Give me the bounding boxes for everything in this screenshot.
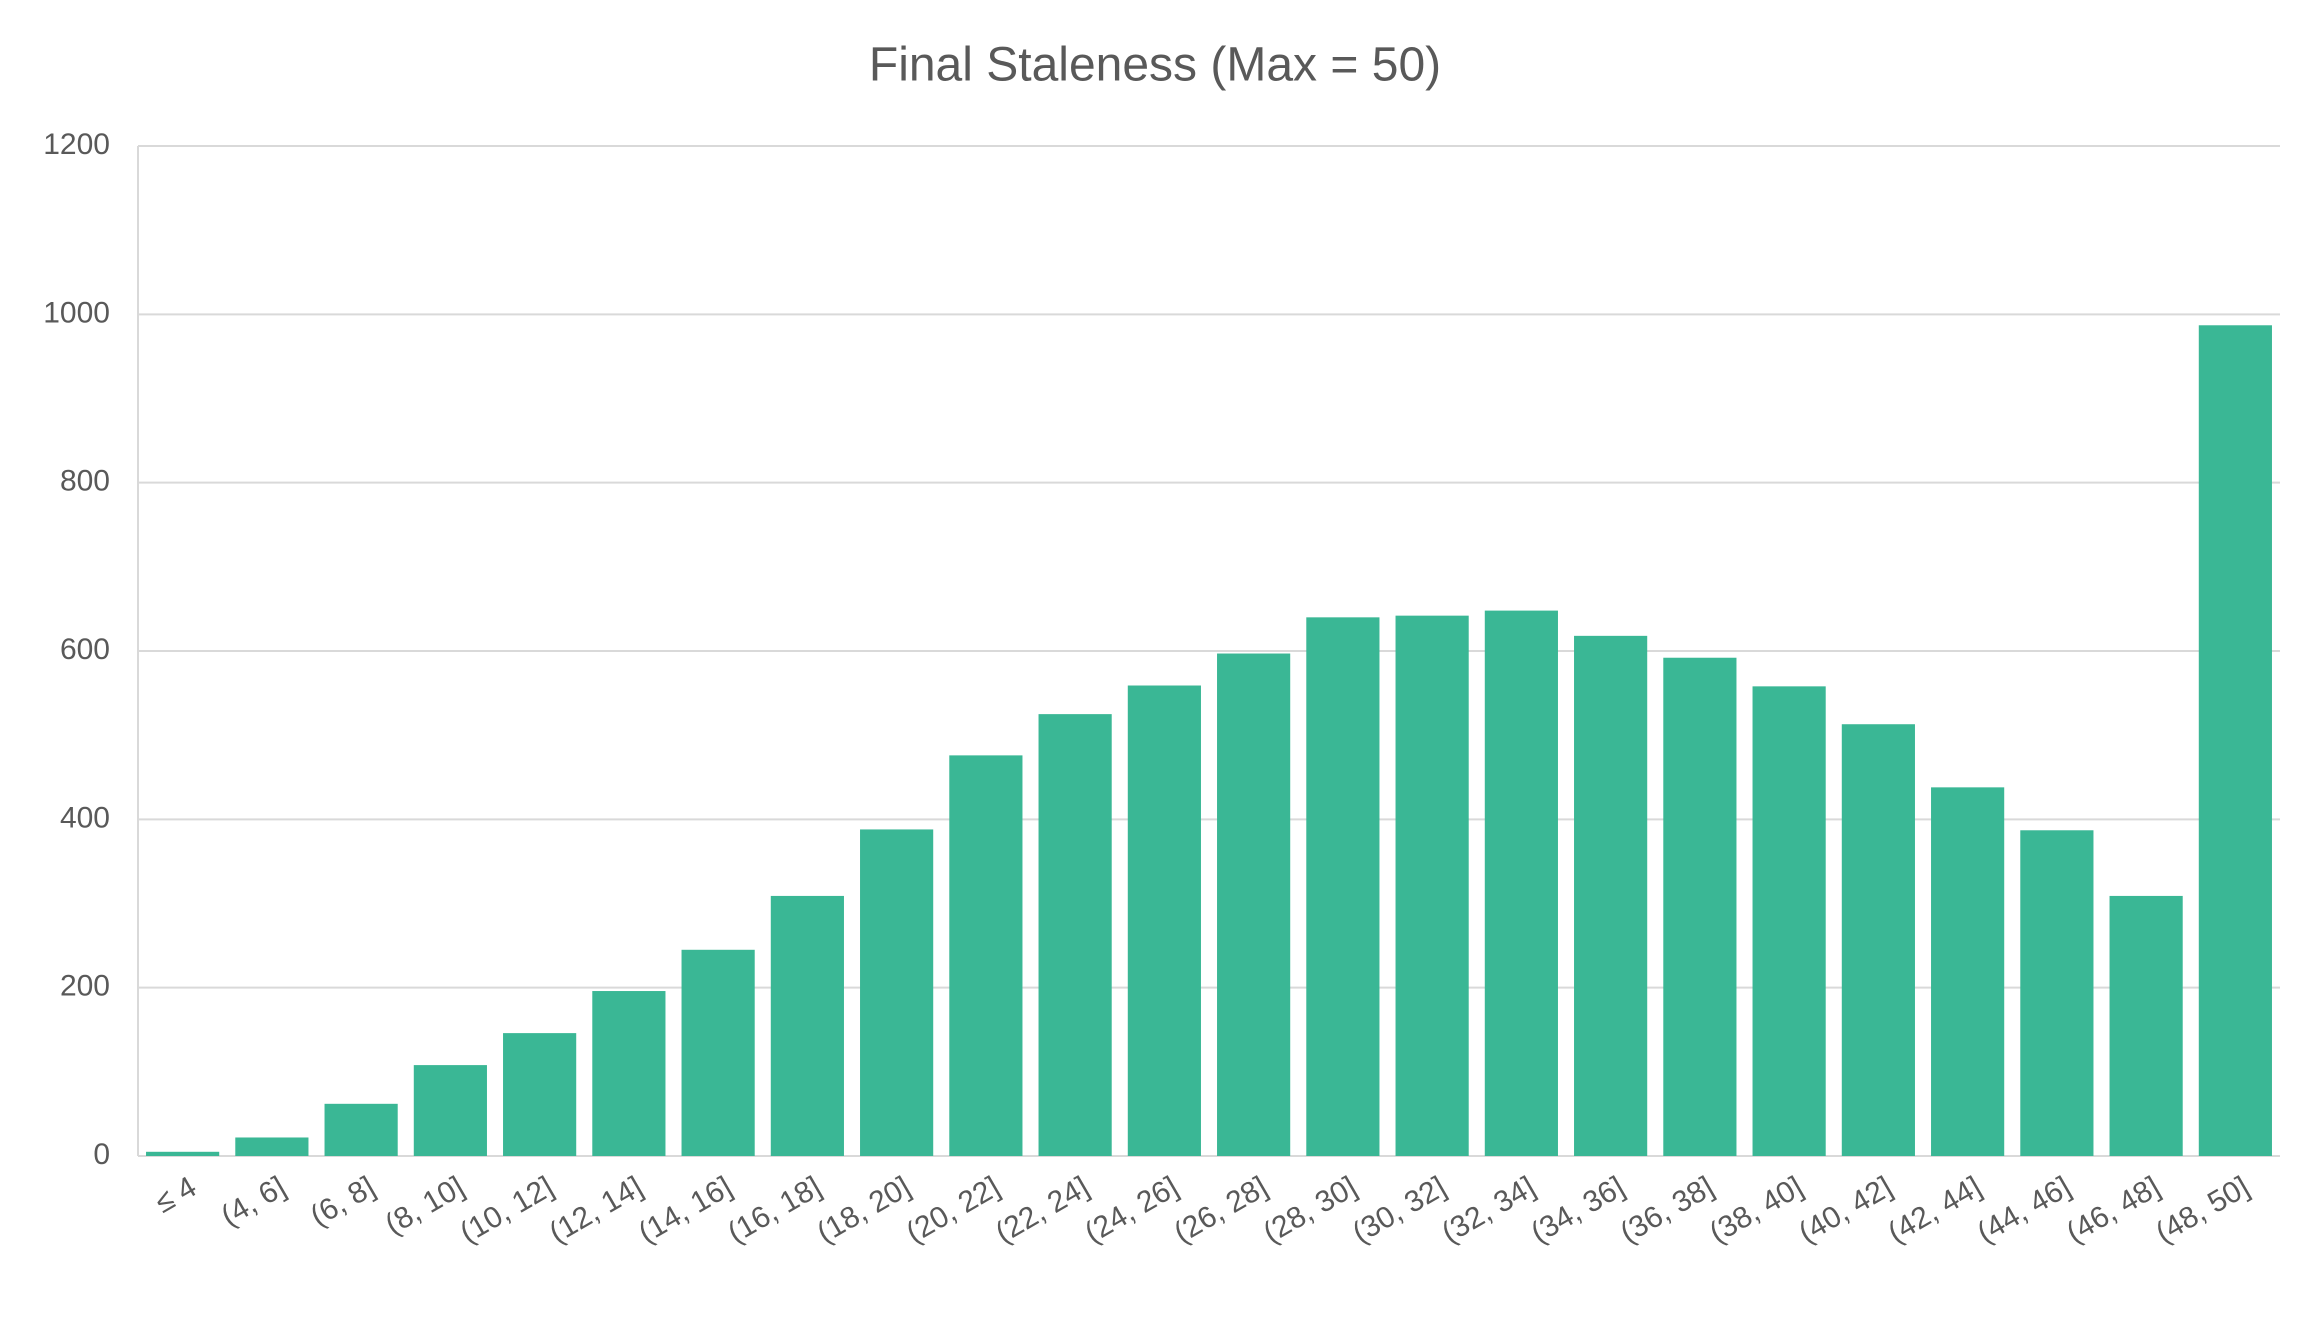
x-tick-label: (32, 34] — [1436, 1170, 1541, 1249]
x-tick-label: (16, 18] — [722, 1170, 827, 1249]
bar — [1931, 787, 2005, 1156]
bar — [1752, 686, 1826, 1156]
x-tick-label: (48, 50] — [2150, 1170, 2255, 1249]
y-tick-label: 600 — [60, 633, 110, 666]
x-tick-label: (28, 30] — [1258, 1170, 1363, 1249]
x-tick-label: (20, 22] — [901, 1170, 1006, 1249]
bar — [949, 755, 1023, 1156]
bar — [681, 949, 755, 1156]
y-tick-label: 1200 — [43, 128, 110, 161]
x-tick-label: (36, 38] — [1615, 1170, 1720, 1249]
y-tick-label: 1000 — [43, 296, 110, 329]
bar — [2198, 325, 2272, 1156]
x-tick-label: (42, 44] — [1882, 1170, 1987, 1249]
x-tick-label: (22, 24] — [990, 1170, 1095, 1249]
bar — [1038, 714, 1112, 1156]
y-tick-label: 0 — [93, 1138, 110, 1171]
bar — [235, 1137, 309, 1156]
bar — [1484, 610, 1558, 1156]
x-tick-label: (30, 32] — [1347, 1170, 1452, 1249]
bar — [1841, 724, 1915, 1156]
x-tick-label: ≤ 4 — [150, 1170, 202, 1219]
x-tick-label: (46, 48] — [2061, 1170, 2166, 1249]
bar — [1663, 657, 1737, 1156]
bar — [2109, 895, 2183, 1156]
x-tick-label: (4, 6] — [216, 1170, 292, 1233]
bar — [2020, 830, 2094, 1156]
x-tick-label: (14, 16] — [633, 1170, 738, 1249]
x-tick-label: (40, 42] — [1793, 1170, 1898, 1249]
bar — [592, 991, 666, 1156]
y-tick-label: 200 — [60, 970, 110, 1003]
bar — [1127, 685, 1201, 1156]
bar — [413, 1065, 487, 1156]
y-tick-label: 800 — [60, 465, 110, 498]
bar — [1395, 615, 1469, 1156]
x-tick-label: (26, 28] — [1168, 1170, 1273, 1249]
x-tick-label: (10, 12] — [454, 1170, 559, 1249]
bar — [324, 1103, 398, 1156]
x-tick-label: (12, 14] — [544, 1170, 649, 1249]
x-tick-label: (8, 10] — [380, 1170, 470, 1241]
bar — [1306, 617, 1380, 1156]
bar — [503, 1033, 577, 1156]
bar — [860, 829, 934, 1156]
x-tick-label: (18, 20] — [811, 1170, 916, 1249]
y-tick-label: 400 — [60, 801, 110, 834]
x-tick-label: (24, 26] — [1079, 1170, 1184, 1249]
bar — [770, 895, 844, 1156]
bar — [1574, 635, 1648, 1156]
chart-title: Final Staleness (Max = 50) — [869, 39, 1441, 92]
bar — [1217, 653, 1291, 1156]
x-tick-label: (44, 46] — [1972, 1170, 2077, 1249]
x-tick-label: (38, 40] — [1704, 1170, 1809, 1249]
bar — [146, 1151, 220, 1156]
x-tick-label: (6, 8] — [305, 1170, 381, 1233]
x-tick-label: (34, 36] — [1525, 1170, 1630, 1249]
